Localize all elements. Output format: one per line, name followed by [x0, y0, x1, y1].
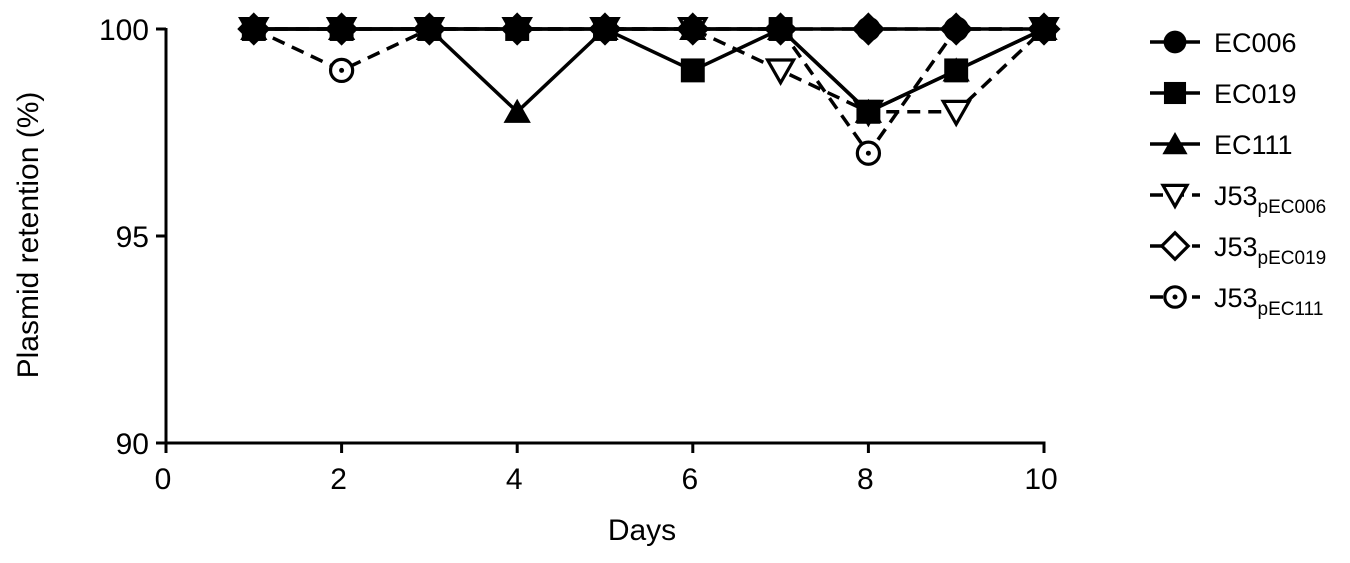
y-tick-label-90: 90	[116, 428, 149, 461]
data-point-EC006-9	[943, 16, 969, 42]
data-point-J53pEC111-2	[328, 57, 355, 84]
data-point-EC111-2	[327, 16, 356, 41]
series-line-EC019	[253, 26, 1045, 114]
data-point-EC111-10	[1030, 16, 1058, 41]
legend-item-J53pEC111: J53pEC111	[1150, 283, 1323, 320]
x-axis-title: Days	[608, 514, 676, 547]
y-tick-label-95: 95	[116, 221, 149, 254]
legend-marker-EC006	[1163, 30, 1187, 54]
data-point-EC111-6	[679, 16, 707, 41]
data-point-EC006-8	[856, 16, 881, 42]
legend-marker-EC019	[1163, 81, 1187, 105]
series-line-J53pEC006	[253, 27, 1046, 114]
legend-label-J53pEC019: J53pEC019	[1214, 232, 1326, 269]
x-tick-label-6: 6	[681, 463, 698, 496]
x-tick-label-4: 4	[506, 463, 523, 496]
data-point-EC111-3	[415, 16, 444, 41]
y-tick-label-100: 100	[99, 14, 149, 47]
legend-marker-J53pEC111	[1163, 285, 1187, 309]
legend-marker-EC111	[1162, 132, 1188, 155]
data-point-J53pEC111-8	[855, 140, 882, 166]
data-point-EC111-8	[854, 98, 883, 123]
legend-label-EC019: EC019	[1214, 79, 1297, 109]
legend-item-J53pEC019: J53pEC019	[1150, 230, 1326, 269]
legend-label-J53pEC006: J53pEC006	[1214, 181, 1326, 218]
data-point-J53pEC006-7	[764, 58, 797, 86]
x-tick-label-0: 0	[155, 463, 172, 496]
legend-label-EC006: EC006	[1214, 28, 1297, 58]
legend-item-EC019: EC019	[1150, 79, 1297, 109]
x-tick-label-10: 10	[1024, 463, 1057, 496]
data-point-EC111-1	[240, 16, 268, 41]
y-axis-title: Plasmid retention (%)	[12, 92, 45, 379]
data-point-EC111-7	[766, 16, 795, 41]
axes-layer: 0 2 4 6 8 10 90 95 100	[99, 14, 1058, 496]
legend-item-J53pEC006: J53pEC006	[1150, 181, 1326, 218]
legend-marker-J53pEC006	[1160, 183, 1190, 210]
data-point-EC111-9	[942, 57, 970, 82]
legend-label-J53pEC111: J53pEC111	[1214, 283, 1323, 320]
data-point-EC019-4	[505, 17, 530, 41]
x-tick-label-2: 2	[330, 463, 347, 496]
series-line-J53pEC111	[253, 27, 1044, 157]
x-tick-label-8: 8	[857, 463, 874, 496]
data-point-EC111-4	[503, 98, 531, 123]
series-layer	[237, 12, 1061, 166]
data-point-J53pEC006-9	[940, 99, 972, 128]
legend-item-EC006: EC006	[1150, 28, 1297, 58]
legend-marker-J53pEC019	[1159, 230, 1191, 262]
legend-item-EC111: EC111	[1150, 130, 1293, 160]
data-point-EC019-6	[680, 58, 705, 83]
data-point-EC111-5	[591, 16, 619, 41]
series-line-EC111	[253, 27, 1045, 115]
legend-label-EC111: EC111	[1214, 130, 1293, 160]
legend: EC006 EC019 EC111 J53pEC006 J53pEC019 J53pEC1…	[1150, 28, 1326, 320]
